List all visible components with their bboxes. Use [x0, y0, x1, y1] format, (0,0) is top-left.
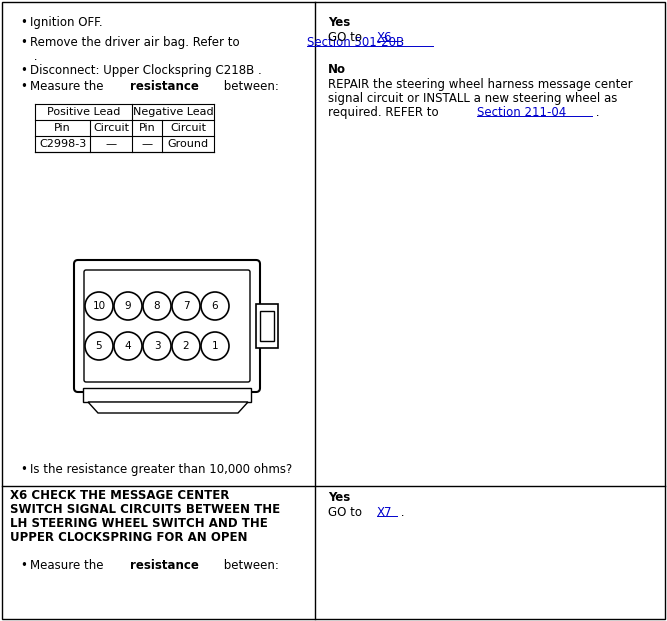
Polygon shape [88, 402, 248, 413]
Text: signal circuit or INSTALL a new steering wheel as: signal circuit or INSTALL a new steering… [328, 92, 618, 105]
Text: •: • [20, 64, 27, 77]
Text: Measure the: Measure the [30, 559, 107, 572]
Text: Measure the: Measure the [30, 80, 107, 93]
Text: SWITCH SIGNAL CIRCUITS BETWEEN THE: SWITCH SIGNAL CIRCUITS BETWEEN THE [10, 503, 280, 516]
Text: X6: X6 [377, 31, 392, 44]
Text: X7: X7 [377, 506, 392, 519]
Text: required. REFER to: required. REFER to [328, 106, 442, 119]
Circle shape [114, 292, 142, 320]
FancyBboxPatch shape [74, 260, 260, 392]
Text: •: • [20, 36, 27, 49]
Text: Remove the driver air bag. Refer to: Remove the driver air bag. Refer to [30, 36, 243, 49]
Text: •: • [20, 80, 27, 93]
Text: Circuit: Circuit [93, 123, 129, 133]
Circle shape [143, 332, 171, 360]
Text: Negative Lead: Negative Lead [133, 107, 213, 117]
Text: 7: 7 [183, 301, 189, 311]
Text: Disconnect: Upper Clockspring C218B .: Disconnect: Upper Clockspring C218B . [30, 64, 261, 77]
Text: 10: 10 [93, 301, 105, 311]
Text: .: . [30, 50, 37, 63]
Text: Pin: Pin [54, 123, 71, 133]
Text: —: — [105, 139, 117, 149]
FancyBboxPatch shape [84, 270, 250, 382]
Text: REPAIR the steering wheel harness message center: REPAIR the steering wheel harness messag… [328, 78, 632, 91]
Text: Section 211-04: Section 211-04 [476, 106, 566, 119]
Text: Ignition OFF.: Ignition OFF. [30, 16, 103, 29]
Text: —: — [141, 139, 153, 149]
Text: Section 501-20B: Section 501-20B [307, 36, 404, 49]
Text: .: . [397, 31, 405, 44]
Text: 2: 2 [183, 341, 189, 351]
Text: 5: 5 [95, 341, 102, 351]
Text: No: No [328, 63, 346, 76]
Text: Circuit: Circuit [170, 123, 206, 133]
Text: X6 CHECK THE MESSAGE CENTER: X6 CHECK THE MESSAGE CENTER [10, 489, 229, 502]
Text: .: . [592, 106, 600, 119]
Text: between:: between: [219, 80, 279, 93]
Text: Yes: Yes [328, 16, 350, 29]
Circle shape [201, 292, 229, 320]
Circle shape [172, 292, 200, 320]
Text: Yes: Yes [328, 491, 350, 504]
Text: •: • [20, 16, 27, 29]
Text: .: . [397, 506, 405, 519]
Text: Positive Lead: Positive Lead [47, 107, 120, 117]
Bar [260, 311, 274, 341]
Bar [256, 304, 278, 348]
Text: resistance: resistance [130, 559, 199, 572]
Text: 6: 6 [211, 301, 218, 311]
Text: Is the resistance greater than 10,000 ohms?: Is the resistance greater than 10,000 oh… [30, 463, 292, 476]
Circle shape [143, 292, 171, 320]
Text: Ground: Ground [167, 139, 209, 149]
Text: 1: 1 [211, 341, 218, 351]
Circle shape [114, 332, 142, 360]
Circle shape [85, 292, 113, 320]
Text: •: • [20, 463, 27, 476]
Text: LH STEERING WHEEL SWITCH AND THE: LH STEERING WHEEL SWITCH AND THE [10, 517, 267, 530]
Text: C2998-3: C2998-3 [39, 139, 86, 149]
Circle shape [172, 332, 200, 360]
Text: resistance: resistance [130, 80, 199, 93]
Circle shape [85, 332, 113, 360]
Text: GO to: GO to [328, 31, 366, 44]
Circle shape [201, 332, 229, 360]
Text: 4: 4 [125, 341, 131, 351]
Text: 8: 8 [153, 301, 160, 311]
Text: between:: between: [219, 559, 279, 572]
Text: 3: 3 [153, 341, 160, 351]
Text: UPPER CLOCKSPRING FOR AN OPEN: UPPER CLOCKSPRING FOR AN OPEN [10, 531, 247, 544]
Text: Pin: Pin [139, 123, 155, 133]
Text: 9: 9 [125, 301, 131, 311]
Text: GO to: GO to [328, 506, 366, 519]
Bar [83, 388, 251, 402]
Text: •: • [20, 559, 27, 572]
